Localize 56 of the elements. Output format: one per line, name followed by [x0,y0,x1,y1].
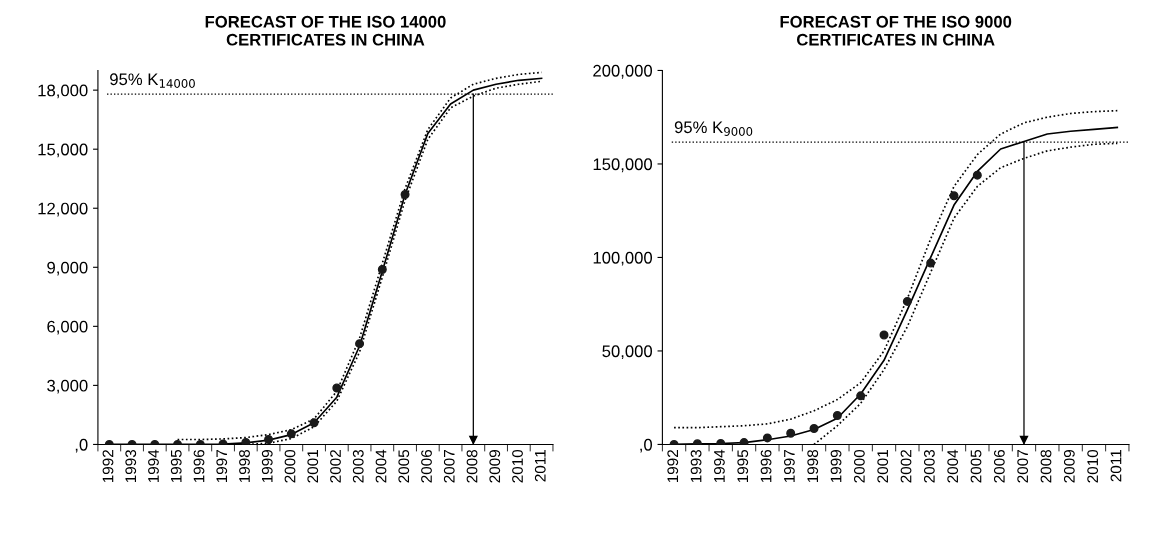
x-tick-label: 2003 [352,449,364,483]
x-tick-label: 2006 [421,449,432,483]
y-tick-label: 50,000 [602,345,653,360]
y-tick-label: 18,000 [38,84,88,99]
x-tick-label: 2002 [330,450,341,483]
y-tick-label: 3,000 [47,379,88,394]
x-tick-label: 2006 [993,449,1005,483]
x-tick-label: 2003 [923,449,935,483]
x-tick-label: 2005 [398,449,410,483]
x-tick-label: 2004 [375,449,387,483]
y-tick-label: ,0 [640,438,653,453]
x-tick-label: 2010 [1087,449,1099,483]
x-tick-label: 2005 [970,449,982,483]
x-tick-label: 1998 [239,449,250,483]
x-tick-label: 2011 [1110,450,1122,482]
x-tick-label: 1994 [714,449,725,483]
x-tick-label: 2011 [534,450,546,482]
x-tick-label: 2004 [947,449,959,483]
y-tick-label: 12,000 [38,202,88,217]
x-tick-label: 2008 [466,449,478,483]
x-tick-label: 1997 [216,450,228,483]
x-tick-label: 2007 [1017,450,1029,483]
y-tick-label: 6,000 [47,320,88,335]
x-tick-label: 2000 [853,449,865,483]
x-tick-label: 1999 [830,450,842,483]
x-tick-label: 1994 [148,449,159,483]
x-tick-label: 2001 [307,450,319,483]
y-tick-label: 100,000 [593,251,653,266]
x-tick-label: 1996 [193,449,205,483]
x-tick-label: 2007 [443,450,455,483]
y-tick-label: ,0 [75,438,88,453]
x-tick-label: 1993 [690,449,702,483]
x-tick-label: 2002 [900,450,912,483]
x-tick-label: 1992 [667,450,679,483]
y-tick-label: 15,000 [38,143,88,158]
y-tick-label: 200,000 [593,64,653,79]
x-tick-label: 1996 [760,449,772,483]
x-tick-label: 1992 [102,450,114,483]
x-tick-label: 2010 [512,449,523,483]
x-tick-label: 1998 [807,449,819,483]
ref-line-label: 95% K$_{9000}$ [674,121,753,136]
x-tick-label: 2001 [877,450,889,483]
x-tick-label: 2000 [284,449,296,483]
x-tick-label: 1995 [170,449,182,483]
y-tick-label: 9,000 [47,261,88,276]
chart-title: FORECAST OF THE ISO 14000 CERTIFICATES IN CHINA [205,15,446,46]
chart-title: FORECAST OF THE ISO 9000 CERTIFICATES IN CHINA [780,15,1012,46]
ref-line-label: 95% K$_{14000}$ [110,73,195,88]
x-tick-label: 1999 [261,450,273,483]
x-tick-label: 1995 [737,449,749,483]
x-tick-label: 2008 [1040,449,1052,483]
y-tick-label: 150,000 [593,158,653,173]
x-tick-label: 1997 [783,450,795,483]
x-tick-label: 1993 [125,449,137,483]
x-tick-label: 2009 [489,450,501,483]
x-tick-label: 2009 [1063,450,1075,483]
